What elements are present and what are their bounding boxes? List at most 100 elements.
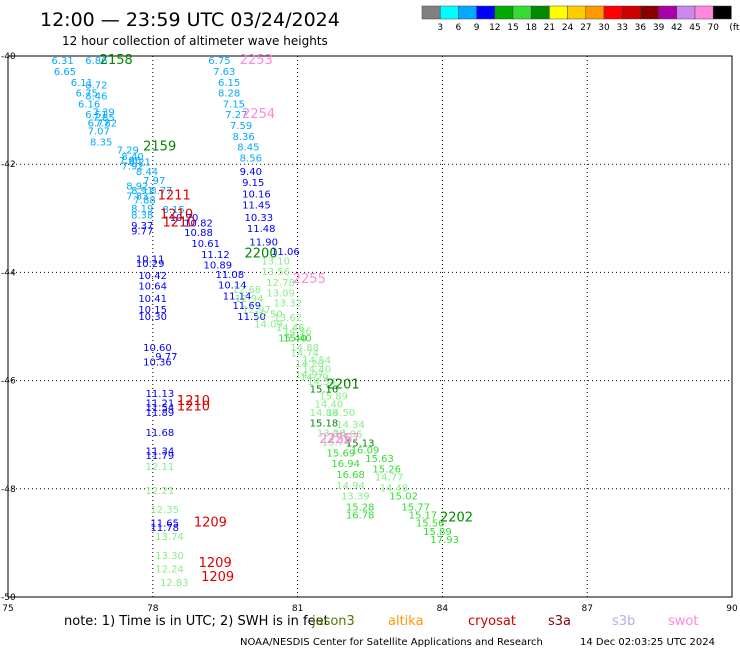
wave-height-label: 14.48 [380, 484, 409, 495]
wave-height-label: 12.35 [150, 505, 179, 516]
wave-height-label: 16.09 [351, 446, 380, 457]
wave-height-label: 13.10 [261, 256, 290, 267]
color-scale-unit: (ft) [729, 23, 740, 33]
wave-height-label: 10.30 [138, 312, 167, 323]
wave-height-label: 15.89 [319, 392, 348, 403]
wave-height-label: 6.11 [71, 78, 93, 89]
pass-time-label: 2255 [293, 272, 326, 287]
pass-time-label: 1210 [177, 399, 210, 414]
wave-height-label: 8.21 [129, 157, 151, 168]
wave-height-label: 14.40 [302, 364, 331, 375]
pass-time-label: 2200 [245, 246, 278, 261]
legend-item-cryosat: cryosat [468, 614, 516, 629]
wave-height-label: 11.34 [146, 447, 175, 458]
wave-height-label: 14.34 [336, 420, 365, 431]
wave-height-label: 11.50 [237, 312, 266, 323]
wave-height-label: 8.15 [162, 205, 184, 216]
wave-height-label: 9.37 [131, 221, 153, 232]
legend-item-s3a: s3a [548, 614, 571, 629]
pass-time-label: 1209 [201, 570, 234, 585]
wave-height-label: 15.18 [310, 419, 339, 430]
wave-height-label: 10.14 [218, 281, 247, 292]
wave-height-label: 7.83 [126, 191, 148, 202]
wave-height-label: 10.15 [138, 305, 167, 316]
wave-height-label: 7.85 [92, 113, 114, 124]
color-scale-swatch [439, 5, 459, 20]
color-scale-swatch [603, 5, 623, 20]
wave-height-label: 7.88 [133, 196, 155, 207]
y-tick-label: -50 [1, 593, 16, 603]
color-scale-swatch [458, 5, 477, 20]
wave-height-label: 16.68 [336, 470, 365, 481]
wave-height-label: 15.40 [278, 334, 307, 345]
wave-height-label: 8.91 [131, 186, 153, 197]
color-scale-label: 33 [616, 23, 627, 33]
wave-height-label: 13.39 [341, 492, 370, 503]
color-scale-swatch [658, 5, 678, 20]
wave-height-label: 13.74 [155, 532, 184, 543]
wave-height-label: 6.75 [208, 56, 230, 67]
color-scale-label: 3 [437, 23, 443, 33]
wave-height-label: 12.68 [232, 285, 261, 296]
wave-height-label: 13.32 [273, 298, 302, 309]
wave-height-label: 10.33 [245, 213, 274, 224]
wave-height-label: 17.93 [430, 535, 459, 546]
wave-height-label: 15.89 [423, 527, 452, 538]
wave-height-label: 7.86 [119, 156, 141, 167]
pass-time-label: 2254 [242, 107, 275, 122]
wave-height-label: 11.89 [146, 408, 175, 419]
color-scale-label: 42 [671, 23, 682, 33]
wave-height-label: 6.75 [76, 89, 98, 100]
y-tick-label: -48 [1, 485, 16, 495]
wave-height-label: 10.60 [143, 343, 172, 354]
x-tick-label: 90 [726, 604, 738, 614]
wave-height-label: 15.77 [401, 502, 430, 513]
color-scale-swatch [512, 5, 532, 20]
pass-time-label: 2158 [100, 53, 133, 68]
wave-height-label: 11.79 [146, 451, 175, 462]
plot-frame [7, 55, 733, 598]
wave-height-label: 7.97 [143, 176, 165, 187]
axis-tick-labels: 75 78 81 84 87 90 -40 -42 -44 -46 -48 -50 [1, 52, 738, 614]
chart-subtitle: 12 hour collection of altimeter wave hei… [62, 34, 328, 48]
wave-height-labels: 6.31 6.866.656.118.726.758.466.167.396.51… [51, 53, 473, 589]
wave-height-label: 10.64 [138, 282, 167, 293]
generated-timestamp: 14 Dec 02:03:25 UTC 2024 [580, 637, 715, 648]
wave-height-label: 14.20 [295, 359, 324, 370]
x-tick-label: 75 [2, 604, 13, 614]
wave-height-label: 14.09 [254, 320, 283, 331]
color-scale-label: 36 [635, 23, 647, 33]
wave-height-label: 10.88 [184, 228, 213, 239]
wave-height-label: 8.77 [150, 186, 172, 197]
x-tick-label: 84 [437, 604, 449, 614]
y-tick-label: -46 [1, 377, 16, 387]
wave-height-label: 6.15 [218, 78, 240, 89]
satellite-legend: jason3 altika cryosat s3a s3b swot [311, 614, 698, 629]
y-tick-label: -44 [1, 268, 16, 278]
wave-height-label: 14.54 [302, 355, 331, 366]
wave-height-label: 9.77 [155, 352, 177, 363]
wave-height-label: 11.13 [146, 389, 175, 400]
wave-height-label: 8.28 [218, 89, 240, 100]
wave-height-label: 15.02 [389, 492, 418, 503]
wave-height-label: 15.17 [409, 511, 438, 522]
wave-height-label: 10.82 [184, 218, 213, 229]
wave-height-label: 13.96 [317, 428, 346, 439]
wave-height-label: 8.40 [121, 152, 143, 163]
wave-height-label: 8.35 [90, 137, 112, 148]
wave-height-label: 7.59 [230, 121, 252, 132]
color-scale-swatch [640, 5, 659, 20]
wave-height-label: 6.86 [85, 56, 107, 67]
color-scale-label: 70 [707, 23, 719, 33]
color-scale-swatch [421, 5, 441, 20]
wave-height-label: 10.16 [242, 190, 271, 201]
pass-time-label: 2256 [319, 432, 352, 447]
color-scale-label: 18 [525, 23, 537, 33]
wave-height-label: 11.90 [249, 237, 278, 248]
plot-grid [7, 55, 733, 598]
wave-height-label: 7.15 [223, 99, 245, 110]
wave-height-label: 10.70 [170, 213, 199, 224]
wave-height-label: 14.46 [276, 323, 305, 334]
pass-time-label: 1209 [199, 556, 232, 571]
